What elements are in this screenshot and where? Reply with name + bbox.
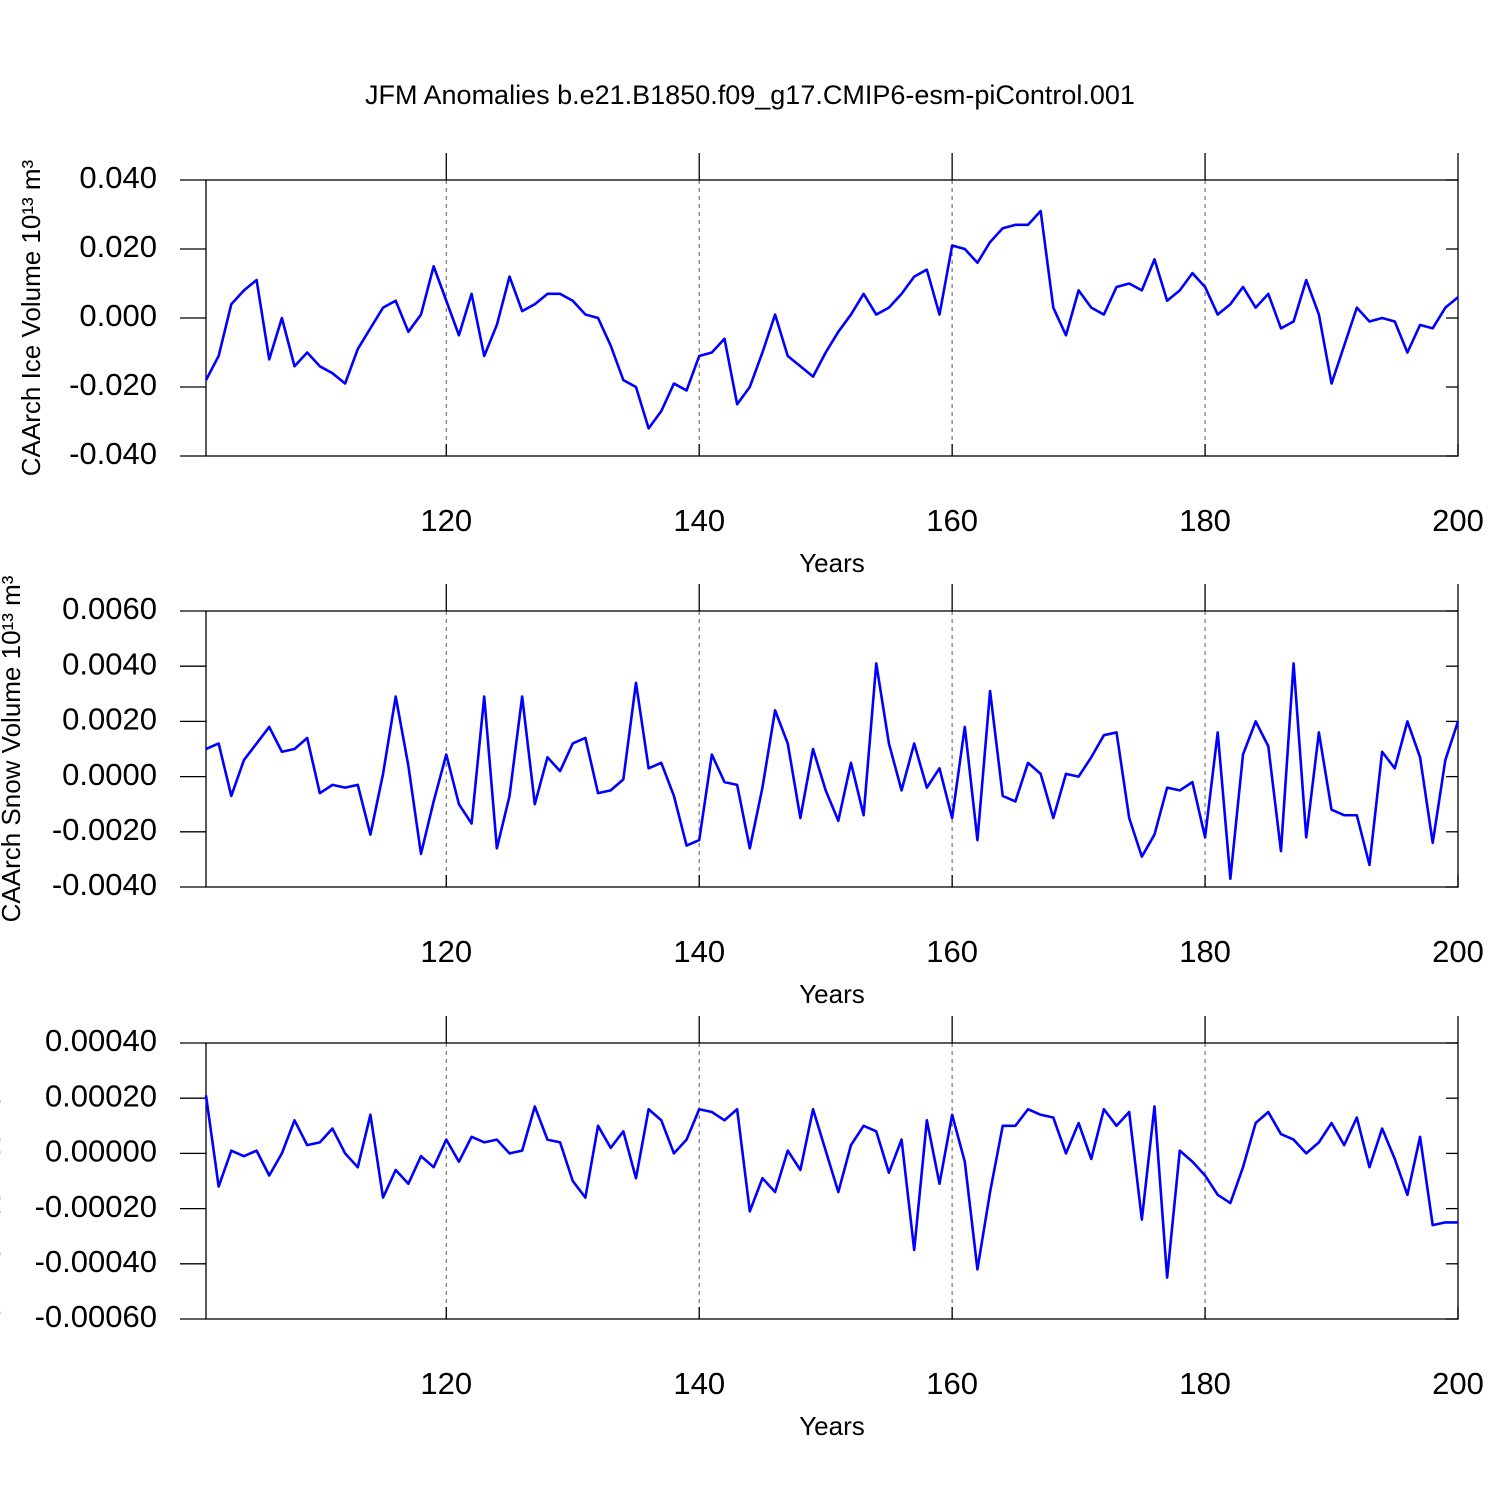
y-tick-label: -0.0020 <box>52 812 157 847</box>
x-tick-label: 140 <box>673 934 725 969</box>
x-tick-label: 120 <box>420 934 472 969</box>
plot-frame <box>205 1042 1459 1320</box>
y-tick-label: -0.00020 <box>35 1189 157 1224</box>
x-axis-label: Years <box>799 1411 865 1441</box>
y-tick-label: 0.00040 <box>45 1023 157 1058</box>
y-axis-label: CAArch Snow Volume 10¹³ m³ <box>0 575 26 922</box>
x-axis-label: Years <box>799 548 865 578</box>
x-axis-label: Years <box>799 979 865 1009</box>
plot-frame <box>205 610 1459 888</box>
chart-title: JFM Anomalies b.e21.B1850.f09_g17.CMIP6-… <box>365 80 1135 110</box>
x-tick-label: 120 <box>420 503 472 538</box>
data-line <box>204 1095 1458 1279</box>
y-tick-label: 0.040 <box>79 160 157 195</box>
x-tick-label: 180 <box>1179 1366 1231 1401</box>
y-tick-label: 0.00000 <box>45 1134 157 1169</box>
x-tick-label: 180 <box>1179 934 1231 969</box>
y-tick-label: 0.020 <box>79 229 157 264</box>
y-tick-label: -0.00040 <box>35 1244 157 1279</box>
x-tick-label: 200 <box>1432 934 1484 969</box>
plot-frame <box>205 179 1459 457</box>
y-tick-label: 0.0040 <box>62 646 157 681</box>
x-tick-label: 200 <box>1432 503 1484 538</box>
x-tick-label: 160 <box>926 1366 978 1401</box>
y-tick-label: 0.000 <box>79 298 157 333</box>
y-tick-label: 0.0000 <box>62 757 157 792</box>
y-axis-label: CAArch Ice Volume 10¹³ m³ <box>16 159 46 476</box>
x-tick-label: 180 <box>1179 503 1231 538</box>
y-axis-label: CAArch Ice Area 10¹³ m² <box>0 1039 6 1323</box>
x-tick-label: 160 <box>926 934 978 969</box>
x-tick-label: 160 <box>926 503 978 538</box>
x-tick-label: 200 <box>1432 1366 1484 1401</box>
y-tick-label: -0.0040 <box>52 867 157 902</box>
y-tick-label: 0.0060 <box>62 591 157 626</box>
data-line <box>205 662 1460 881</box>
y-tick-label: 0.0020 <box>62 702 157 737</box>
y-tick-label: -0.020 <box>69 367 157 402</box>
y-tick-label: 0.00020 <box>45 1078 157 1113</box>
x-tick-label: 140 <box>673 503 725 538</box>
data-line <box>204 209 1459 430</box>
x-tick-label: 140 <box>673 1366 725 1401</box>
y-tick-label: -0.040 <box>69 436 157 471</box>
x-tick-label: 120 <box>420 1366 472 1401</box>
y-tick-label: -0.00060 <box>35 1299 157 1334</box>
